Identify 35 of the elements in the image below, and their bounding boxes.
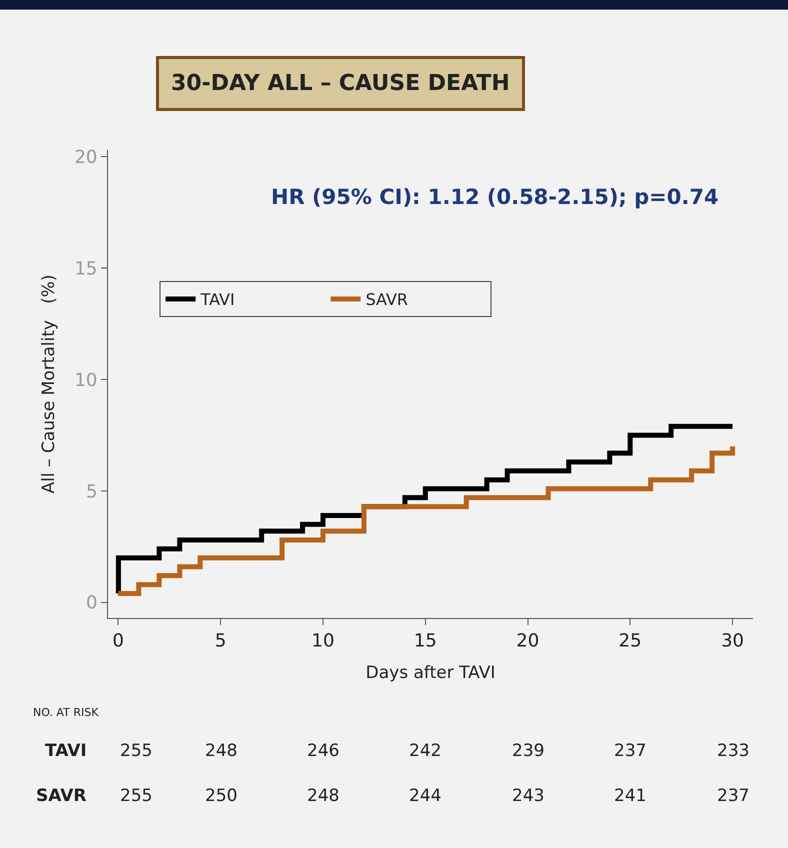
text: SAVR: [36, 786, 86, 806]
text: 255: [120, 786, 152, 806]
x-tick-label: 0: [112, 630, 124, 652]
x-tick-label: 30: [721, 630, 744, 652]
text: 243: [512, 786, 544, 806]
x-tick-label: 25: [618, 630, 642, 652]
y-tick-label: 0: [86, 592, 98, 614]
text: 242: [409, 741, 442, 761]
legend-label: SAVR: [366, 290, 408, 310]
text: 239: [512, 741, 544, 761]
text: 241: [614, 786, 646, 806]
y-axis-title: All – Cause Mortality (%): [39, 274, 60, 494]
text: 246: [307, 741, 340, 761]
y-tick-label: 10: [74, 370, 98, 391]
text: 237: [717, 786, 750, 806]
text: TAVI: [45, 741, 87, 761]
text: 248: [307, 786, 340, 806]
text: 248: [205, 741, 238, 761]
x-tick-label: 5: [214, 630, 226, 652]
x-tick-label: 10: [312, 630, 334, 652]
chart-title: 30-DAY ALL – CAUSE DEATH: [171, 71, 510, 96]
x-tick-label: 15: [414, 630, 437, 652]
x-tick-label: 20: [516, 630, 540, 652]
text: 255: [120, 741, 152, 761]
y-tick-label: 5: [86, 481, 98, 502]
text: 244: [409, 786, 442, 806]
legend-label: TAVI: [200, 290, 235, 310]
y-tick-label: 20: [74, 146, 98, 168]
text: 237: [614, 741, 646, 761]
y-tick-label: 15: [74, 258, 98, 280]
annotation: HR (95% CI): 1.12 (0.58-2.15); p=0.74: [271, 185, 719, 209]
x-axis-title: Days after TAVI: [366, 663, 496, 683]
text: 233: [717, 741, 750, 761]
text: 250: [205, 786, 238, 806]
text: NO. AT RISK: [33, 706, 100, 719]
